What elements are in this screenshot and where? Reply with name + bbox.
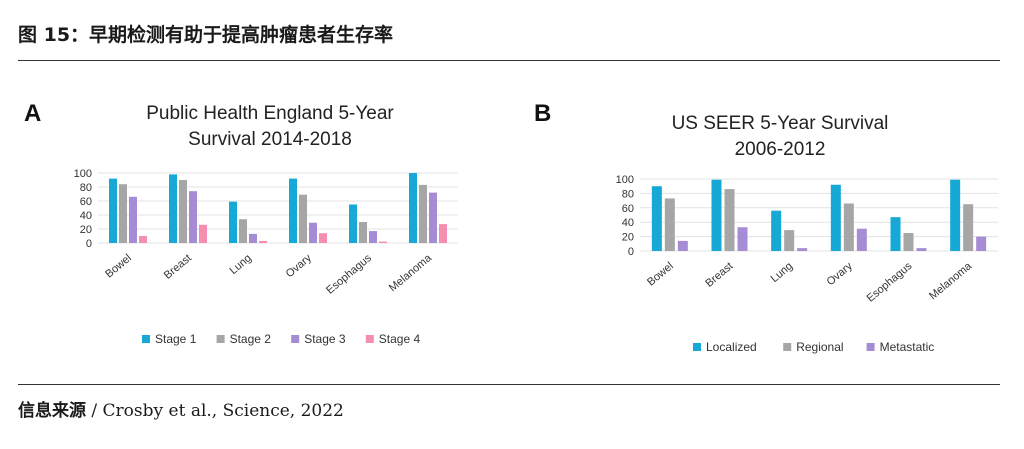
category-label: Esophagus (324, 252, 374, 297)
legend-swatch (365, 335, 374, 343)
bar (169, 174, 177, 243)
bar (830, 184, 841, 251)
bar (319, 233, 327, 243)
legend-swatch (783, 343, 792, 351)
category-label: Melanoma (927, 260, 975, 303)
category-label: Breast (162, 252, 194, 282)
y-tick-label: 40 (80, 210, 92, 222)
bottom-rule (18, 384, 1000, 385)
bar (950, 179, 961, 251)
category-label: Breast (703, 260, 735, 290)
bar (199, 224, 207, 243)
y-tick-label: 0 (628, 246, 634, 258)
source-label: 信息来源 (18, 401, 86, 421)
y-tick-label: 20 (622, 232, 634, 244)
source-text: / Crosby et al., Science, 2022 (86, 401, 344, 421)
chart-title-line: Survival 2014-2018 (188, 129, 352, 150)
top-rule (18, 60, 1000, 61)
bar (419, 184, 427, 243)
bar (189, 191, 197, 243)
legend-swatch (693, 343, 701, 351)
category-label: Esophagus (865, 260, 915, 305)
panel-letter: A (24, 100, 42, 127)
chart-title-line: 2006-2012 (735, 139, 826, 160)
category-label: Bowel (645, 260, 676, 288)
legend-label: Stage 2 (230, 332, 272, 346)
bar (429, 192, 437, 243)
bar (664, 198, 675, 251)
legend-swatch (866, 343, 875, 351)
legend-label: Stage 4 (379, 332, 421, 346)
y-tick-label: 0 (86, 238, 92, 250)
bar (349, 204, 357, 243)
bar (139, 236, 147, 243)
bar (409, 173, 417, 243)
category-label: Ovary (284, 252, 315, 280)
bar (239, 219, 247, 243)
y-tick-label: 100 (74, 168, 92, 180)
bar (784, 230, 795, 251)
legend-label: Regional (796, 340, 843, 354)
bar (129, 196, 137, 243)
bar (916, 248, 927, 251)
bar (903, 233, 914, 251)
bar (259, 240, 267, 243)
chart-title-line: Public Health England 5-Year (146, 103, 394, 124)
legend-swatch (216, 335, 225, 343)
category-label: Lung (227, 252, 253, 277)
bar (651, 186, 662, 251)
bar (677, 240, 688, 251)
category-label: Lung (769, 260, 795, 285)
y-tick-label: 40 (622, 217, 634, 229)
chart-title-line: US SEER 5-Year Survival (672, 113, 889, 134)
bar (309, 222, 317, 243)
bar (771, 210, 782, 251)
bar (249, 233, 257, 243)
figure-title: 图 15：早期检测有助于提高肿瘤患者生存率 (18, 24, 394, 46)
bar (963, 204, 974, 251)
bar (843, 203, 854, 251)
bar (379, 241, 387, 243)
y-tick-label: 80 (622, 188, 634, 200)
bar (109, 178, 117, 243)
legend-label: Localized (706, 340, 757, 354)
legend-swatch (291, 335, 300, 343)
panel-a: A Public Health England 5-Year Survival 2… (18, 92, 508, 362)
legend-label: Stage 1 (155, 332, 197, 346)
bar (724, 189, 735, 251)
legend-label: Metastatic (880, 340, 935, 354)
bar (179, 180, 187, 243)
category-label: Melanoma (387, 252, 435, 295)
y-tick-label: 80 (80, 182, 92, 194)
source-note: 信息来源 / Crosby et al., Science, 2022 (18, 396, 344, 421)
bar (229, 201, 237, 243)
bar (299, 194, 307, 243)
chart-b: US SEER 5-Year Survival 2006-2012 0 20 40 60 8… (616, 113, 998, 354)
bar (369, 231, 377, 243)
y-tick-label: 60 (622, 203, 634, 215)
bar (737, 227, 748, 251)
panel-b: B US SEER 5-Year Survival 2006-2012 0 20 40 6… (528, 92, 1018, 362)
bar (439, 224, 447, 243)
y-tick-label: 60 (80, 196, 92, 208)
category-label: Bowel (103, 252, 134, 280)
bar (890, 217, 901, 251)
legend-swatch (142, 335, 150, 343)
panel-letter: B (534, 100, 552, 127)
legend-label: Stage 3 (304, 332, 346, 346)
chart-a: Public Health England 5-Year Survival 201… (74, 103, 458, 346)
bar (797, 248, 808, 251)
category-label: Ovary (825, 260, 856, 288)
bar (119, 184, 127, 243)
bar (359, 222, 367, 243)
bar (711, 179, 722, 251)
bar (289, 178, 297, 243)
bar (976, 236, 987, 251)
y-tick-label: 100 (616, 174, 634, 186)
bar (856, 228, 867, 251)
y-tick-label: 20 (80, 224, 92, 236)
